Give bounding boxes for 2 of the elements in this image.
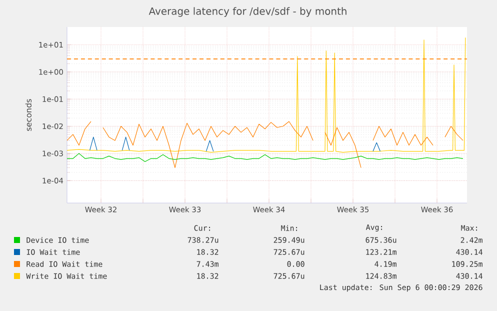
chart-title: Average latency for /dev/sdf - by month (148, 7, 346, 17)
line-series (67, 153, 464, 162)
